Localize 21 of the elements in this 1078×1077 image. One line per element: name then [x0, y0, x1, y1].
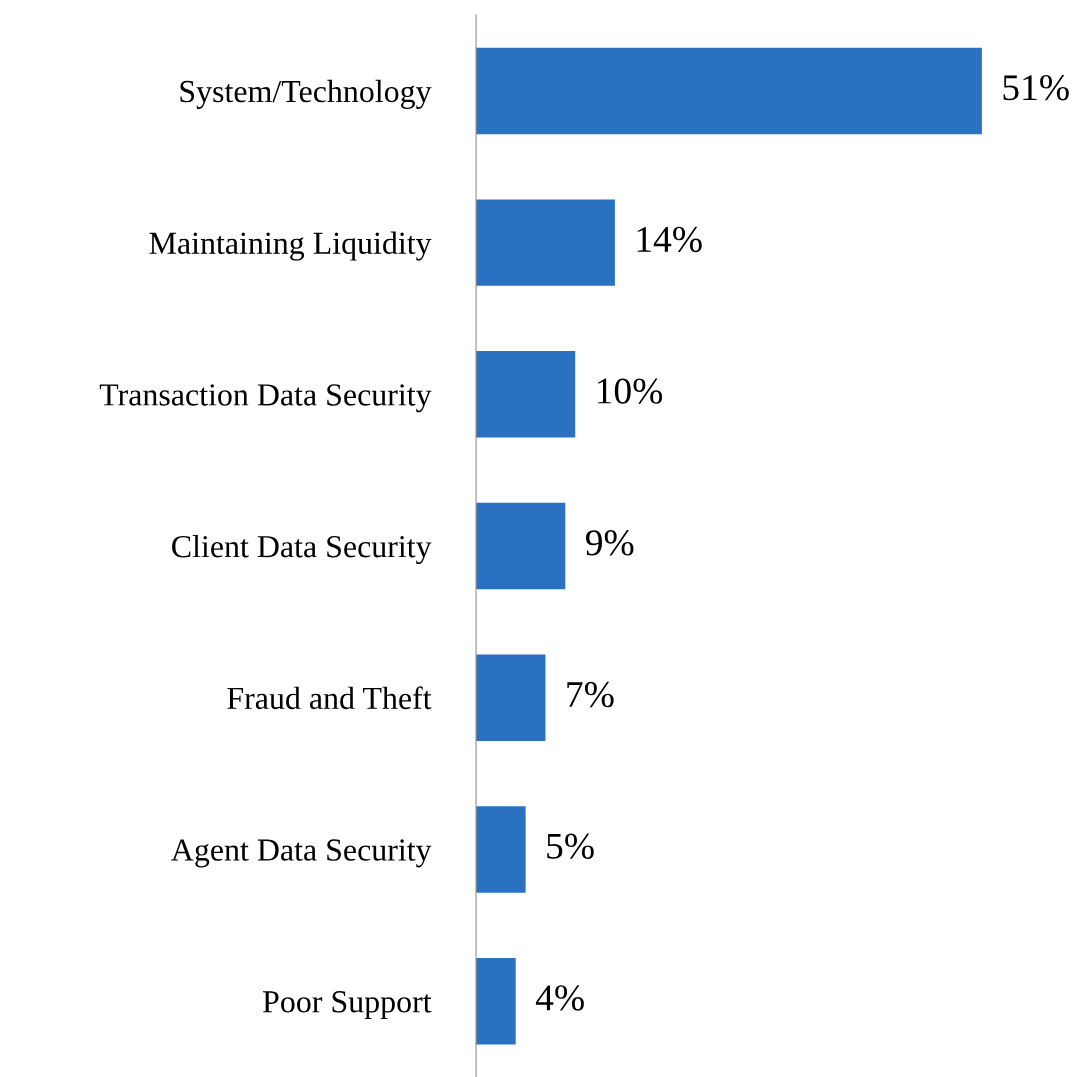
bar [476, 654, 546, 741]
y-tick-label: Transaction Data Security [99, 384, 432, 413]
bar [476, 199, 615, 286]
bar [476, 502, 566, 590]
bar [476, 806, 526, 893]
bar [476, 47, 982, 135]
y-tick-label: Client Data Security [172, 534, 432, 565]
y-tick-label: Poor Support [263, 991, 432, 1020]
data-label: 9% [585, 530, 634, 556]
y-tick-label: System/Technology [180, 79, 432, 109]
y-tick-label: Fraud and Theft [227, 686, 432, 710]
data-label: 14% [637, 226, 702, 253]
y-tick-label: Agent Data Security [171, 839, 432, 868]
data-label: 10% [597, 378, 663, 404]
data-label: 5% [547, 833, 594, 859]
data-label: 51% [1003, 75, 1069, 101]
bar [476, 351, 576, 438]
bar [476, 957, 516, 1045]
data-label: 7% [567, 681, 614, 708]
data-label: 4% [535, 985, 584, 1011]
y-tick-label: Maintaining Liquidity [149, 231, 432, 261]
